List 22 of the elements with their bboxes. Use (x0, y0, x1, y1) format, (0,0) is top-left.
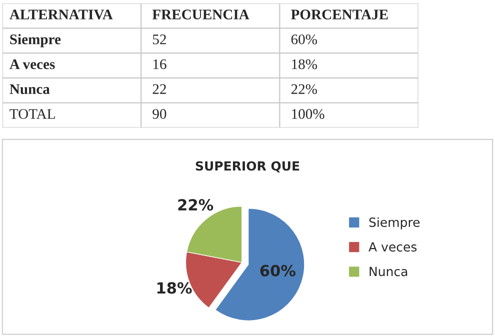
text: ALTERNATIVA (10, 10, 113, 20)
data-label: 18% (157, 282, 192, 294)
text: 60% (291, 34, 317, 44)
category-label: A veces (10, 59, 55, 70)
legend-label: A veces (368, 242, 417, 252)
text: 90 (152, 109, 166, 119)
text: 100% (292, 109, 324, 119)
category-label: TOTAL (10, 109, 55, 119)
chart-title: SUPERIOR QUE (196, 161, 300, 172)
data-label: 60% (260, 264, 296, 276)
category-label: FRECUENCIA (152, 10, 250, 20)
text: 52 (153, 34, 166, 44)
legend-label: Nunca (370, 266, 408, 276)
text: 22% (291, 84, 317, 94)
data-label: 22% (178, 199, 214, 211)
legend-label: Siempre (369, 217, 420, 230)
category-label: Siempre (10, 34, 61, 48)
text: 22 (152, 84, 166, 94)
category-label: PORCENTAJE (291, 10, 388, 20)
text: 16 (153, 59, 166, 70)
text: 18% (292, 59, 317, 70)
category-label: Nunca (10, 84, 50, 94)
